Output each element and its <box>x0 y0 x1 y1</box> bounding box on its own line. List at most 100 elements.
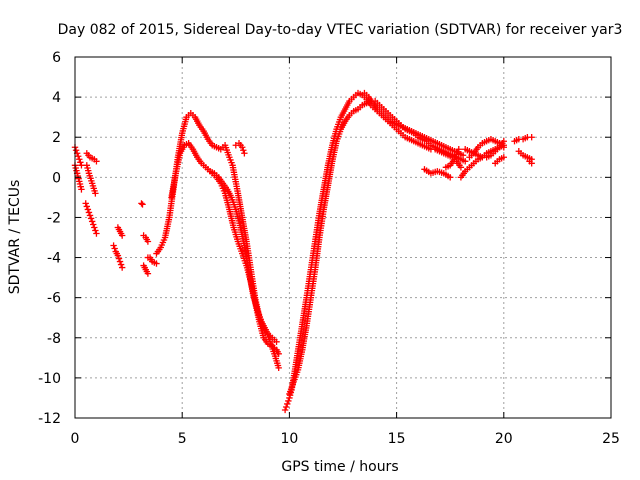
data-point <box>73 150 82 160</box>
data-point <box>320 164 331 193</box>
data-point <box>515 148 525 157</box>
data-point <box>112 248 121 257</box>
data-point <box>286 389 295 402</box>
data-point <box>425 136 435 144</box>
data-point <box>286 381 297 398</box>
data-point <box>153 246 163 257</box>
data-point <box>198 160 207 169</box>
data-point <box>166 186 177 221</box>
data-series <box>138 200 146 208</box>
data-point <box>114 224 123 233</box>
y-tick-label: 0 <box>52 170 61 186</box>
x-tick-label: 20 <box>495 431 513 447</box>
data-point <box>442 163 452 171</box>
data-point <box>239 250 249 267</box>
data-point <box>369 99 380 111</box>
data-point <box>447 174 454 181</box>
data-point <box>434 168 445 176</box>
data-point <box>474 142 484 151</box>
data-point <box>226 154 235 166</box>
data-point <box>229 162 241 195</box>
data-point <box>483 153 492 161</box>
data-point <box>386 117 396 126</box>
data-point <box>78 162 85 169</box>
data-series <box>153 109 280 345</box>
data-point <box>144 238 152 245</box>
data-series <box>140 232 152 245</box>
y-tick-label: -2 <box>47 210 61 226</box>
data-point <box>83 162 92 174</box>
data-point <box>161 216 173 241</box>
axis-ticks <box>74 56 612 419</box>
data-point <box>457 164 465 171</box>
data-point <box>234 238 245 255</box>
data-point <box>462 146 471 154</box>
data-point <box>320 184 331 213</box>
data-series <box>144 254 160 267</box>
data-point <box>217 144 227 153</box>
data-point <box>492 138 501 146</box>
data-point <box>359 100 368 109</box>
data-point <box>269 334 278 343</box>
data-point <box>262 326 273 343</box>
data-point <box>401 134 411 142</box>
data-points <box>71 89 535 414</box>
data-point <box>148 258 158 266</box>
data-point <box>209 142 218 150</box>
data-point <box>341 99 352 113</box>
data-point <box>442 144 452 152</box>
data-point <box>354 89 364 98</box>
data-point <box>217 180 228 195</box>
data-point <box>389 113 398 123</box>
data-point <box>359 91 368 101</box>
data-point <box>466 148 475 156</box>
x-axis-label: GPS time / hours <box>281 459 398 475</box>
data-point <box>264 340 274 348</box>
data-point <box>73 170 82 182</box>
data-point <box>142 234 151 243</box>
data-point <box>140 262 148 271</box>
data-point <box>116 258 125 268</box>
data-point <box>492 146 501 155</box>
y-tick-label: -8 <box>47 331 61 347</box>
data-point <box>93 230 100 237</box>
data-point <box>378 109 387 119</box>
data-point <box>365 93 375 105</box>
data-point <box>451 148 461 163</box>
data-point <box>410 138 420 146</box>
data-point <box>281 403 290 414</box>
data-point <box>487 147 497 155</box>
data-point <box>303 296 314 329</box>
data-point <box>406 136 415 144</box>
x-tick-label: 15 <box>388 431 406 447</box>
x-tick-label: 25 <box>602 431 620 447</box>
data-point <box>275 350 282 358</box>
data-point <box>290 369 301 386</box>
data-point <box>474 155 484 163</box>
data-point <box>440 148 450 156</box>
data-point <box>462 158 469 165</box>
data-point <box>500 154 507 161</box>
data-point <box>350 106 360 115</box>
data-series <box>140 262 152 277</box>
data-point <box>273 346 281 356</box>
data-point <box>455 150 465 158</box>
data-point <box>333 116 344 133</box>
data-point <box>427 168 439 177</box>
data-point <box>457 170 467 181</box>
data-point <box>191 113 202 127</box>
data-point <box>455 146 462 153</box>
y-tick-label: -6 <box>47 291 61 307</box>
data-point <box>528 160 535 167</box>
data-series <box>281 89 465 414</box>
y-axis-label: SDTVAR / TECUs <box>7 180 23 295</box>
data-point <box>371 97 381 107</box>
data-point <box>337 107 348 121</box>
data-point <box>361 89 370 99</box>
data-point <box>324 160 336 189</box>
data-point <box>382 113 392 123</box>
data-series <box>83 150 100 165</box>
data-point <box>511 137 520 145</box>
y-tick-label: -10 <box>38 371 61 387</box>
data-point <box>185 140 195 151</box>
